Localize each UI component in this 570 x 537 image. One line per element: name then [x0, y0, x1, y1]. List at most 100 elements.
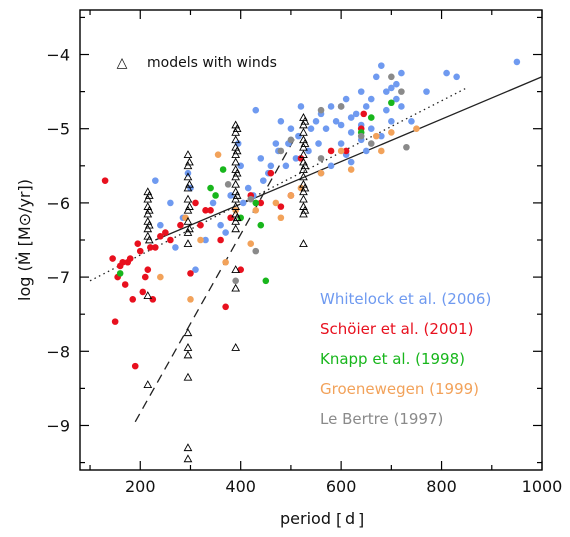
data-point [139, 288, 147, 296]
model-point [183, 172, 193, 181]
data-point [287, 125, 295, 133]
model-point [143, 291, 153, 299]
data-point [247, 240, 255, 248]
model-point [144, 235, 154, 244]
data-point [247, 195, 255, 203]
y-axis-label: log (Ṁ [M⊙/yr]) [15, 179, 34, 301]
model-point [144, 190, 154, 199]
data-point [388, 129, 395, 136]
data-point [259, 177, 267, 184]
data-point [214, 151, 222, 158]
x-tick-label: 400 [225, 477, 256, 496]
data-point [157, 273, 164, 281]
data-point [347, 114, 355, 121]
data-point [398, 69, 405, 77]
model-point [232, 146, 242, 155]
data-point [317, 106, 325, 114]
data-point [252, 207, 260, 214]
data-point [212, 192, 219, 199]
model-point [231, 194, 241, 203]
model-point [299, 172, 308, 181]
model-point [299, 209, 308, 218]
data-point [162, 229, 169, 236]
data-point [197, 221, 204, 229]
data-point [131, 362, 139, 370]
data-point [443, 69, 450, 77]
data-point [207, 207, 214, 214]
series-0 [152, 58, 521, 273]
data-point [187, 270, 194, 277]
model-point [231, 179, 241, 188]
data-point [157, 232, 164, 240]
model-point [299, 164, 308, 173]
data-point [267, 169, 275, 177]
data-point [398, 103, 405, 110]
data-point [282, 162, 290, 170]
model-point [144, 220, 154, 229]
data-point [277, 214, 285, 222]
data-point [327, 147, 335, 155]
data-point [312, 117, 320, 125]
model-point [299, 127, 308, 136]
data-point [378, 147, 385, 155]
x-axis-unit-bracket-right: ] [358, 510, 364, 529]
model-point [185, 224, 194, 233]
data-point [209, 199, 217, 207]
data-point [167, 236, 174, 244]
y-tick-label: −8 [46, 342, 70, 361]
model-point [232, 213, 242, 222]
model-point [183, 150, 193, 159]
data-point [297, 103, 305, 110]
model-point [183, 183, 193, 192]
data-point [372, 73, 380, 81]
data-point [337, 140, 345, 147]
model-point [183, 205, 193, 214]
data-point [116, 270, 124, 277]
data-point [322, 125, 330, 133]
model-point [299, 150, 308, 159]
plot-frame [79, 9, 543, 471]
model-point [143, 209, 153, 218]
series-3 [157, 125, 420, 303]
model-point [299, 194, 308, 203]
data-point [388, 117, 395, 125]
model-point [231, 343, 241, 351]
legend-item-lebertre: Le Bertre (1997) [320, 410, 443, 428]
data-point [121, 281, 129, 288]
model-point [143, 380, 153, 389]
model-point [300, 205, 310, 214]
data-point [513, 58, 521, 66]
y-tick-label: −6 [46, 194, 70, 213]
data-point [337, 121, 345, 129]
data-point [222, 258, 229, 266]
model-point [231, 157, 241, 166]
data-point [388, 99, 395, 107]
data-point [144, 266, 152, 273]
y-tick-label: −5 [46, 120, 70, 139]
models-note-icon: △ [117, 55, 128, 71]
legend: Whitelock et al. (2006) Schöier et al. (… [320, 290, 491, 428]
data-point [378, 62, 385, 69]
data-point [187, 296, 194, 303]
data-point [244, 184, 252, 192]
data-point [252, 106, 260, 114]
data-point [383, 88, 390, 95]
data-point [222, 229, 229, 236]
data-point [408, 117, 415, 125]
data-point [202, 207, 209, 214]
data-point [152, 177, 159, 184]
legend-item-groenewegen: Groenewegen (1999) [320, 380, 479, 398]
x-tick-label: 600 [326, 477, 357, 496]
data-point [342, 95, 350, 103]
model-point [143, 194, 153, 203]
model-point [231, 224, 241, 233]
data-point [126, 255, 134, 262]
data-point [342, 147, 350, 155]
data-point [207, 184, 214, 192]
model-point [299, 187, 308, 196]
data-point [367, 95, 375, 103]
data-point [287, 136, 295, 144]
model-point [183, 454, 193, 463]
data-point [257, 155, 265, 162]
model-point [300, 183, 310, 192]
